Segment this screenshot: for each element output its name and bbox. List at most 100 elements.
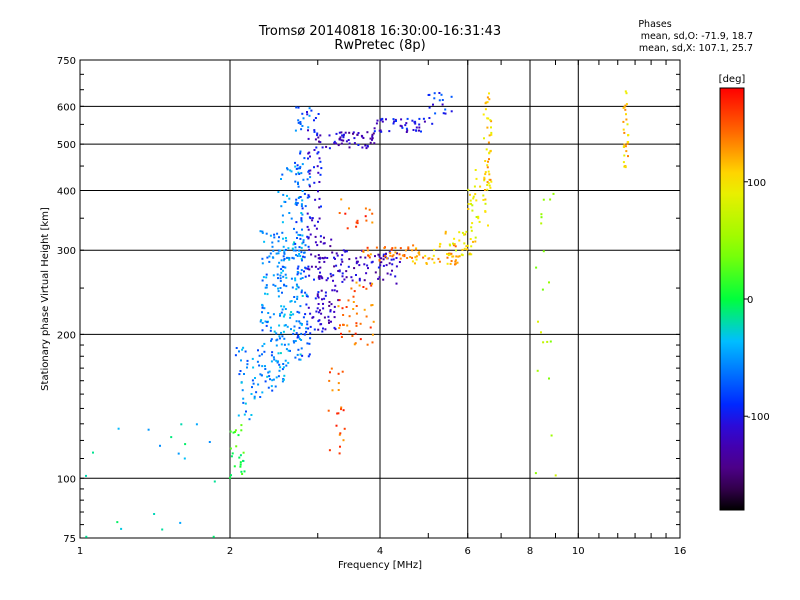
- data-point: [307, 236, 310, 239]
- data-point: [478, 220, 481, 223]
- data-point: [330, 238, 333, 241]
- data-point: [310, 109, 313, 112]
- data-point: [264, 380, 267, 383]
- data-point: [244, 350, 247, 353]
- data-point: [450, 95, 453, 98]
- data-point: [294, 180, 297, 183]
- data-point: [488, 98, 491, 101]
- data-point: [303, 157, 306, 160]
- data-point: [331, 389, 334, 392]
- data-point: [277, 352, 280, 355]
- data-point: [489, 149, 492, 152]
- data-point: [242, 460, 245, 462]
- data-point: [261, 303, 264, 306]
- data-point: [465, 230, 468, 233]
- data-point: [239, 370, 242, 372]
- data-point: [428, 117, 431, 119]
- x-tick-label: 1: [77, 546, 83, 557]
- data-point: [260, 319, 263, 322]
- data-point: [302, 316, 305, 319]
- data-point: [284, 266, 287, 269]
- chart-subtitle: RwPretec (8p): [334, 38, 426, 53]
- data-point: [251, 379, 254, 382]
- data-point: [340, 142, 343, 145]
- data-point: [278, 335, 281, 338]
- data-point: [369, 253, 372, 256]
- data-point: [339, 324, 341, 327]
- data-point: [389, 252, 392, 254]
- data-point: [362, 137, 365, 139]
- data-point: [438, 92, 441, 94]
- data-point: [286, 194, 288, 197]
- data-point: [238, 350, 240, 353]
- data-point: [319, 141, 322, 144]
- data-point: [403, 255, 406, 258]
- data-point: [85, 535, 88, 538]
- data-point: [370, 304, 373, 307]
- data-point: [314, 198, 317, 201]
- data-point: [452, 244, 455, 247]
- data-point: [277, 375, 280, 378]
- data-point: [314, 265, 317, 268]
- data-point: [407, 246, 410, 249]
- data-point: [282, 330, 285, 333]
- data-point: [290, 170, 293, 173]
- data-point: [237, 434, 240, 437]
- data-point: [388, 130, 391, 133]
- data-point: [260, 374, 263, 377]
- data-point: [306, 178, 309, 181]
- data-point: [415, 255, 418, 258]
- data-point: [371, 221, 374, 224]
- data-point: [283, 258, 286, 260]
- data-point: [355, 274, 357, 276]
- data-point: [261, 231, 264, 234]
- data-point: [284, 248, 287, 251]
- data-point: [463, 233, 466, 236]
- data-point: [311, 219, 314, 222]
- data-point: [321, 298, 323, 301]
- data-point: [238, 456, 241, 459]
- data-point: [427, 94, 430, 96]
- data-point: [269, 316, 272, 319]
- data-point: [282, 193, 285, 196]
- data-point: [417, 252, 420, 254]
- data-point: [239, 463, 242, 466]
- data-point: [371, 133, 374, 136]
- data-point: [454, 245, 457, 248]
- data-point: [622, 106, 625, 109]
- data-point: [285, 239, 288, 242]
- data-point: [328, 379, 331, 382]
- data-point: [283, 337, 286, 340]
- data-point: [272, 378, 275, 381]
- data-point: [299, 165, 302, 168]
- data-point: [337, 299, 340, 302]
- data-point: [317, 296, 320, 299]
- data-point: [395, 257, 398, 259]
- data-point: [300, 291, 303, 294]
- data-point: [293, 296, 296, 298]
- data-point: [359, 322, 362, 325]
- data-point: [282, 269, 284, 272]
- data-point: [183, 457, 186, 460]
- data-point: [474, 236, 477, 239]
- data-point: [313, 130, 316, 133]
- data-point: [296, 336, 299, 339]
- data-point: [335, 132, 338, 135]
- data-point: [345, 270, 348, 273]
- data-point: [347, 299, 350, 302]
- data-point: [554, 474, 557, 477]
- data-point: [486, 126, 489, 129]
- data-point: [622, 120, 625, 123]
- data-point: [540, 331, 542, 334]
- data-point: [366, 343, 369, 346]
- data-point: [409, 256, 412, 258]
- data-point: [307, 245, 310, 248]
- data-point: [391, 269, 393, 272]
- data-point: [484, 173, 487, 176]
- data-point: [239, 454, 242, 457]
- data-point: [300, 128, 303, 131]
- data-point: [625, 92, 628, 95]
- data-point: [304, 313, 307, 316]
- data-point: [333, 305, 336, 308]
- data-point: [269, 234, 272, 237]
